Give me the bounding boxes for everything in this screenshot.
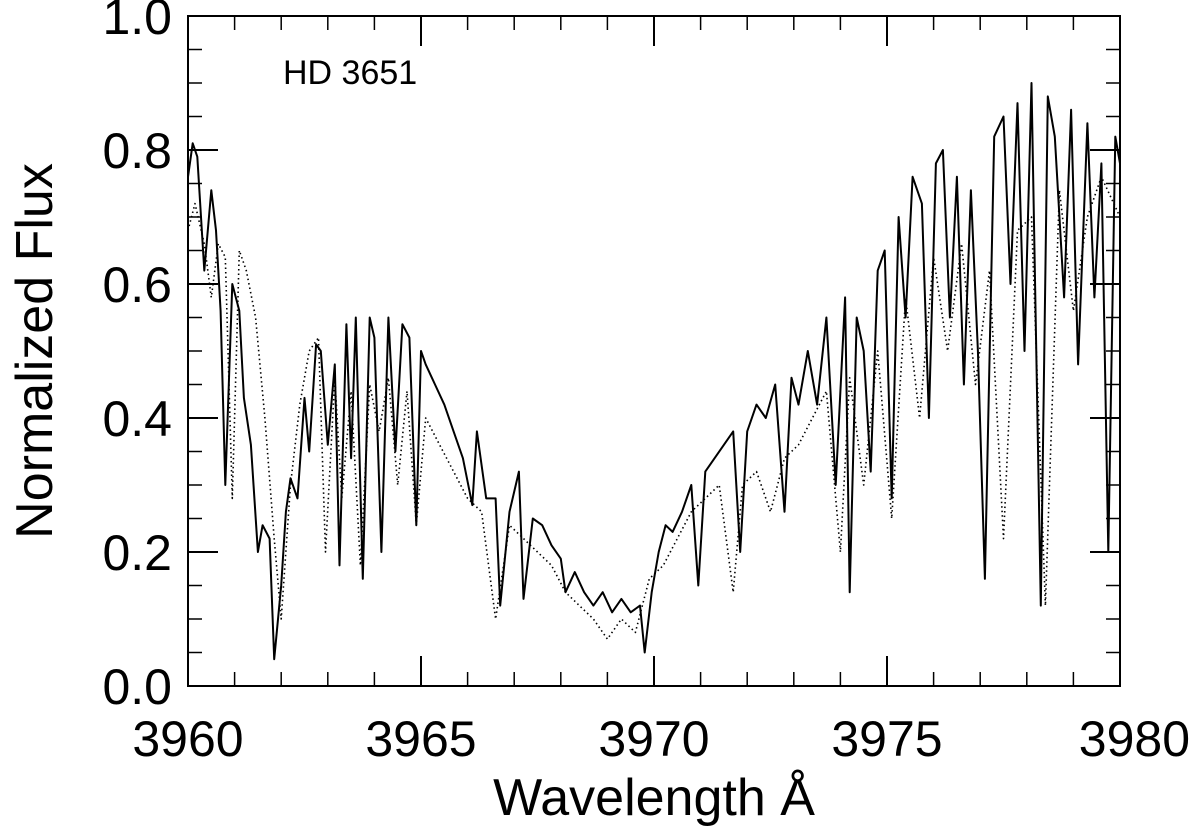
tick-label-layer: 0.0 0.2 0.4 0.6 0.8 1.0 3960 3965 3970 3975 3980	[102, 0, 1190, 767]
plot-frame	[187, 15, 1121, 687]
x-tick-label: 3975	[831, 711, 942, 767]
plot-area	[187, 15, 1121, 687]
y-tick-label: 0.6	[102, 257, 172, 313]
y-tick-label: 0.0	[102, 659, 172, 715]
x-tick-label: 3965	[365, 711, 476, 767]
star-annotation: HD 3651	[283, 54, 417, 92]
solid-spectrum-line	[187, 82, 1121, 661]
tick-layer	[187, 15, 1121, 687]
y-axis-title: Normalized Flux	[6, 163, 64, 539]
x-tick-label: 3970	[598, 711, 709, 767]
y-tick-label: 0.8	[102, 123, 172, 179]
x-tick-label: 3980	[1079, 711, 1190, 767]
x-axis-title: Wavelength Å	[493, 769, 815, 827]
y-tick-label: 1.0	[102, 0, 172, 45]
y-tick-label: 0.4	[102, 391, 172, 447]
y-tick-label: 0.2	[102, 525, 172, 581]
series-layer	[187, 82, 1121, 661]
x-tick-label: 3960	[132, 711, 243, 767]
